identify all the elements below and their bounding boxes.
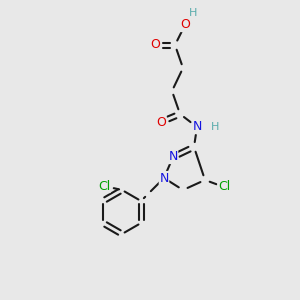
Text: O: O [180,19,190,32]
Text: N: N [192,121,202,134]
Text: N: N [159,172,169,184]
Text: H: H [189,8,197,18]
Text: O: O [150,38,160,52]
Text: O: O [156,116,166,128]
Text: Cl: Cl [98,179,110,193]
Text: H: H [211,122,219,132]
Text: N: N [168,151,178,164]
Text: Cl: Cl [218,181,230,194]
